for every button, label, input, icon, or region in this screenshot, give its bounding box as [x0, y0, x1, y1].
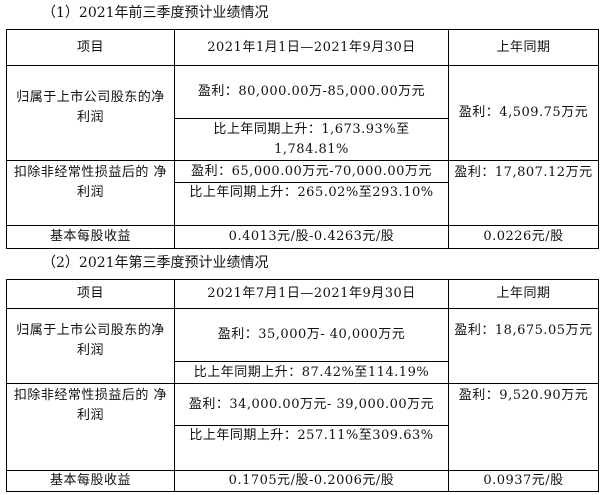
net-profit-excl-prior: 盈利：9,520.90万元	[448, 383, 599, 471]
net-profit-excl-change: 比上年同期上升：257.11%至309.63%	[174, 425, 449, 471]
header-prior: 上年同期	[448, 279, 599, 309]
net-profit-current: 盈利：80,000.00万-85,000.00万元	[174, 65, 449, 119]
eps-current: 0.4013元/股-0.4263元/股	[174, 225, 449, 249]
q1-q3-forecast-table: 项目 2021年1月1日—2021年9月30日 上年同期 归属于上市公司股东的净利润…	[6, 29, 599, 249]
header-period: 2021年1月1日—2021年9月30日	[174, 29, 449, 66]
net-profit-label: 归属于上市公司股东的净利润	[6, 65, 175, 161]
net-profit-excl-change: 比上年同期上升：265.02%至293.10%	[174, 182, 449, 226]
eps-current: 0.1705元/股-0.2006元/股	[174, 470, 449, 492]
q3-forecast-table: 项目 2021年7月1日—2021年9月30日 上年同期 归属于上市公司股东的净利润…	[6, 279, 599, 492]
net-profit-change: 比上年同期上升：1,673.93%至1,784.81%	[174, 118, 449, 161]
net-profit-label: 归属于上市公司股东的净利润	[6, 308, 175, 384]
net-profit-current: 盈利：35,000万- 40,000万元	[174, 308, 449, 362]
net-profit-excl-label: 扣除非经常性损益后的 净利润	[6, 160, 175, 226]
net-profit-excl-current: 盈利：65,000.00万元-70,000.00万元	[174, 160, 449, 183]
net-profit-excl-prior: 盈利：17,807.12万元	[448, 160, 599, 226]
header-period: 2021年7月1日—2021年9月30日	[174, 279, 449, 309]
eps-label: 基本每股收益	[6, 470, 175, 492]
section1-title: （1）2021年前三季度预计业绩情况	[42, 5, 269, 21]
net-profit-excl-current: 盈利：34,000.00万元- 39,000.00万元	[174, 383, 449, 426]
header-item: 项目	[6, 279, 175, 309]
net-profit-excl-label: 扣除非经常性损益后的 净利润	[6, 383, 175, 471]
net-profit-prior: 盈利：4,509.75万元	[448, 65, 599, 161]
eps-label: 基本每股收益	[6, 225, 175, 249]
header-item: 项目	[6, 29, 175, 66]
net-profit-change: 比上年同期上升：87.42%至114.19%	[174, 361, 449, 384]
eps-prior: 0.0226元/股	[448, 225, 599, 249]
net-profit-prior: 盈利：18,675.05万元	[448, 308, 599, 384]
eps-prior: 0.0937元/股	[448, 470, 599, 492]
header-prior: 上年同期	[448, 29, 599, 66]
section2-title: （2）2021年第三季度预计业绩情况	[42, 255, 269, 271]
